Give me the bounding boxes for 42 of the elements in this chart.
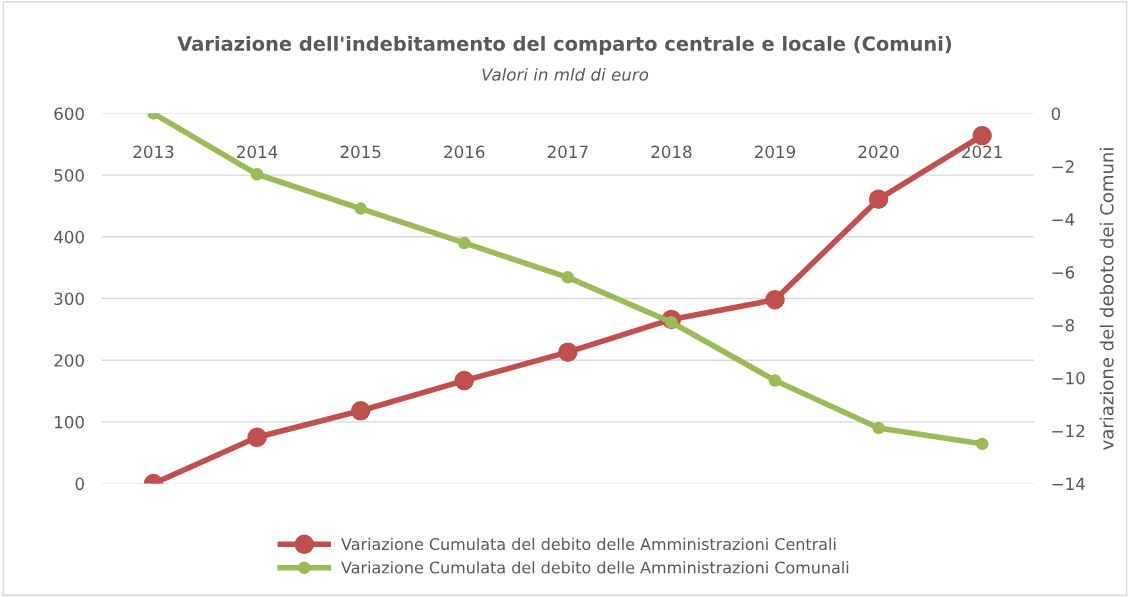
y2-tick-label: −2	[1052, 160, 1074, 173]
x-tick-label: 2020	[858, 145, 899, 159]
chart-title: Variazione dell'indebitamento del comparto centrale e locale (Comuni)	[177, 35, 952, 55]
point	[558, 342, 578, 362]
y2-tick-label: 0	[1051, 107, 1061, 120]
chart-subtitle: Valori in mld di euro	[482, 67, 649, 81]
y2-axis-title: variazione del deboto dei Comuni	[1099, 148, 1114, 450]
y-tick-label: 500	[54, 169, 84, 182]
y2-tick-label: −10	[1052, 371, 1085, 385]
x-tick-label: 2019	[755, 145, 796, 159]
x-tick-label: 2016	[444, 145, 485, 159]
point	[868, 189, 889, 209]
point	[354, 202, 367, 215]
y-tick-label: 200	[54, 354, 84, 367]
y-tick-label: 600	[54, 107, 84, 120]
y2-tick-label: −12	[1052, 424, 1085, 438]
point	[350, 401, 371, 421]
x-tick-label: 2014	[237, 145, 278, 159]
point	[247, 427, 267, 448]
x-tick-label: 2018	[651, 145, 692, 159]
y2-tick-label: −6	[1052, 266, 1075, 279]
point	[872, 421, 885, 435]
point	[561, 271, 575, 284]
y-tick-label: 100	[55, 415, 84, 429]
y-tick-label: 300	[54, 292, 84, 306]
point	[975, 437, 989, 451]
y2-tick-label: −8	[1052, 318, 1075, 332]
x-tick-label: 2017	[547, 145, 588, 159]
x-tick-label: 2015	[340, 145, 381, 159]
point	[457, 236, 471, 250]
legend-label: Variazione Cumulata del debito delle Amministrazioni Centrali	[341, 537, 836, 551]
point	[768, 374, 782, 387]
x-tick-label: 2013	[133, 145, 174, 159]
y-tick-label: 400	[54, 230, 84, 244]
y2-tick-label: −14	[1052, 477, 1085, 490]
point	[765, 290, 785, 310]
point	[972, 125, 992, 146]
legend-label: Variazione Cumulata del debito delle Amministrazioni Comunali	[341, 561, 849, 574]
y-tick-label: 0	[75, 477, 84, 491]
point	[250, 167, 264, 181]
point	[454, 370, 474, 391]
y2-tick-label: −4	[1052, 213, 1075, 226]
